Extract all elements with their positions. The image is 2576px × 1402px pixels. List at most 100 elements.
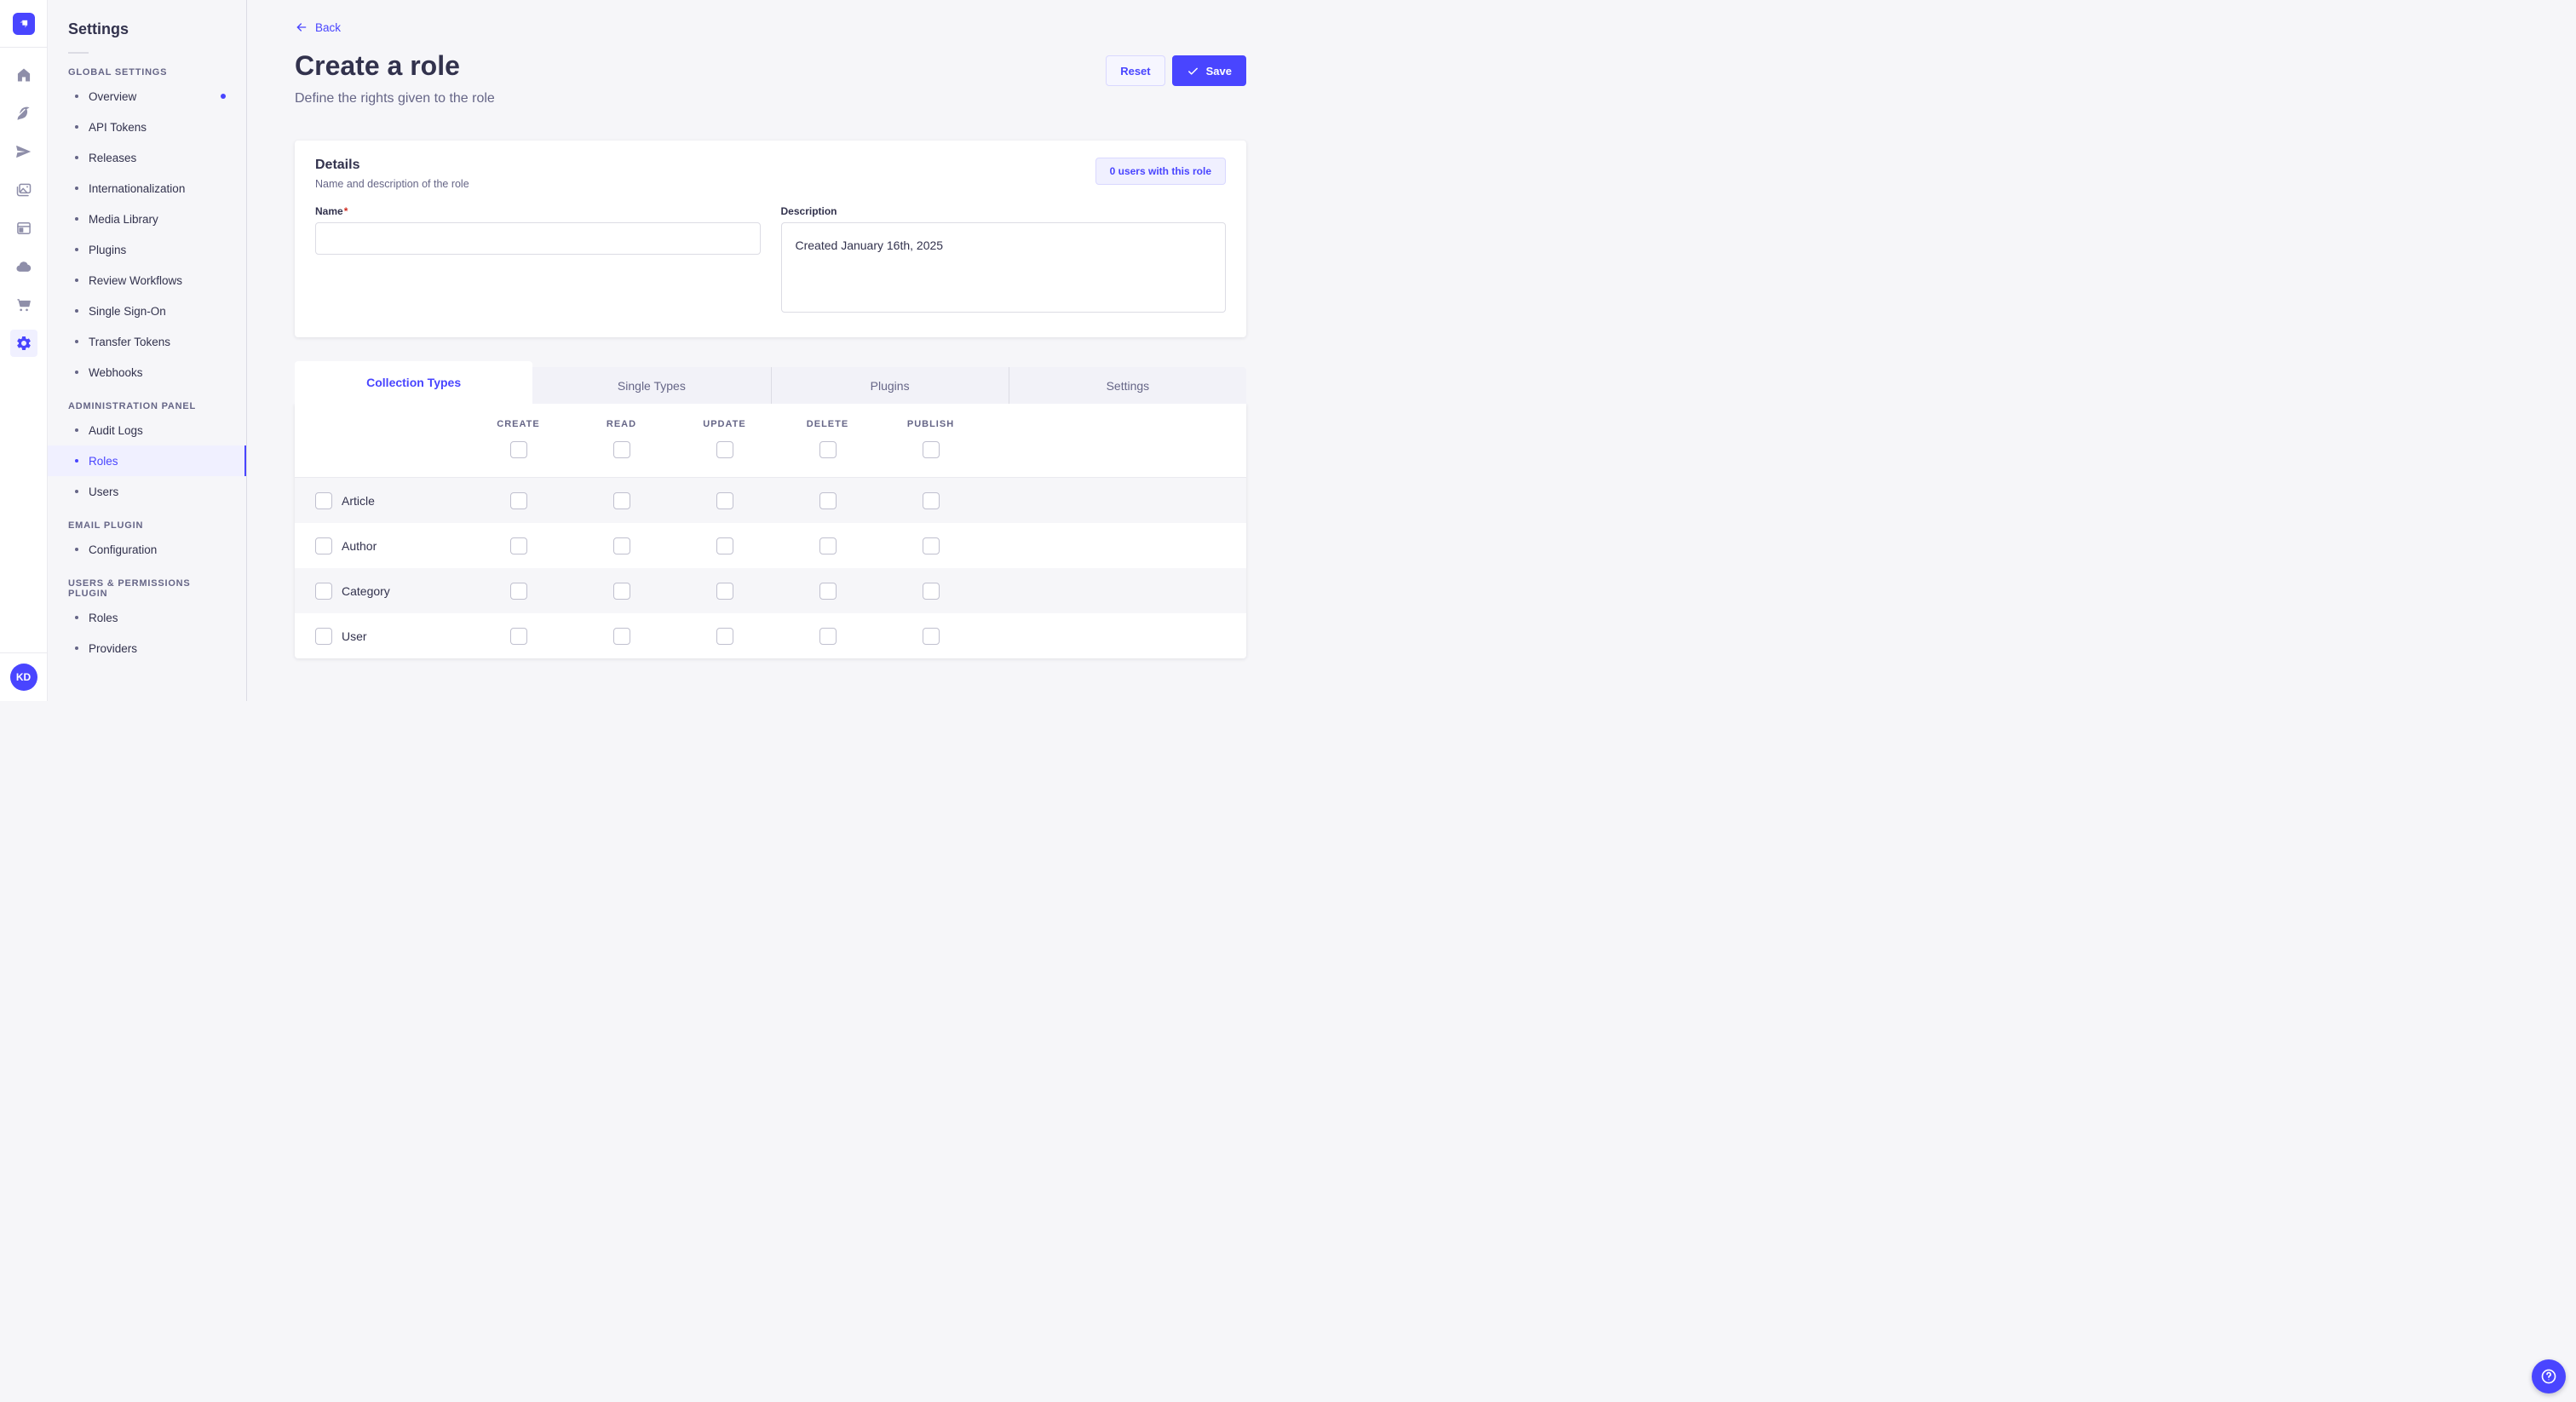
save-button[interactable]: Save bbox=[1171, 55, 1246, 86]
sidebar-item-webhooks[interactable]: Webhooks bbox=[48, 357, 246, 388]
select-all-checkbox-publish[interactable] bbox=[922, 441, 940, 458]
name-label: Name* bbox=[315, 205, 761, 217]
name-field-group: Name* bbox=[315, 205, 761, 317]
column-header-read: READ bbox=[606, 419, 637, 429]
sidebar-item-label: Transfer Tokens bbox=[89, 335, 171, 348]
checkbox-category-update[interactable] bbox=[716, 582, 733, 600]
checkbox-author-create[interactable] bbox=[509, 537, 527, 554]
sidebar-item-label: Media Library bbox=[89, 212, 158, 226]
table-row-author: Author bbox=[295, 523, 1246, 568]
checkbox-author-delete[interactable] bbox=[819, 537, 837, 554]
sidebar-section-items: Configuration bbox=[48, 534, 246, 565]
row-label-cell: User bbox=[315, 627, 467, 645]
tab-single-types[interactable]: Single Types bbox=[532, 367, 771, 404]
content-manager-icon[interactable] bbox=[15, 105, 32, 122]
checkbox-author-publish[interactable] bbox=[922, 537, 940, 554]
sidebar-item-internationalization[interactable]: Internationalization bbox=[48, 173, 246, 204]
strapi-logo[interactable] bbox=[12, 13, 35, 35]
checkbox-category-create[interactable] bbox=[509, 582, 527, 600]
column-header-publish: PUBLISH bbox=[906, 419, 955, 429]
row-label-cell: Article bbox=[315, 491, 467, 509]
bullet-icon bbox=[75, 309, 78, 313]
bullet-icon bbox=[75, 340, 78, 343]
sidebar-item-users[interactable]: Users bbox=[48, 476, 246, 507]
sidebar-item-providers[interactable]: Providers bbox=[48, 633, 246, 664]
select-all-checkbox-update[interactable] bbox=[716, 441, 733, 458]
sidebar-item-releases[interactable]: Releases bbox=[48, 142, 246, 173]
checkbox-user-update[interactable] bbox=[716, 627, 733, 645]
sidebar-section: USERS & PERMISSIONS PLUGIN Roles Provide… bbox=[48, 578, 246, 664]
checkbox-user-read[interactable] bbox=[612, 627, 630, 645]
row-checkbox-article[interactable] bbox=[315, 491, 332, 509]
bullet-icon bbox=[75, 217, 78, 221]
media-library-icon[interactable] bbox=[15, 181, 32, 198]
checkbox-user-create[interactable] bbox=[509, 627, 527, 645]
cloud-icon[interactable] bbox=[15, 258, 32, 275]
name-input[interactable] bbox=[315, 222, 761, 255]
checkbox-article-delete[interactable] bbox=[819, 491, 837, 509]
name-label-text: Name bbox=[315, 205, 343, 217]
avatar[interactable]: KD bbox=[9, 664, 37, 691]
checkbox-category-publish[interactable] bbox=[922, 582, 940, 600]
sidebar-item-label: Internationalization bbox=[89, 181, 186, 195]
sidebar-item-roles[interactable]: Roles bbox=[48, 602, 246, 633]
row-checkbox-user[interactable] bbox=[315, 627, 332, 645]
checkbox-category-read[interactable] bbox=[612, 582, 630, 600]
row-label-cell: Category bbox=[315, 582, 467, 600]
sidebar-item-label: Users bbox=[89, 485, 119, 498]
content-type-builder-icon[interactable] bbox=[15, 220, 32, 237]
bullet-icon bbox=[75, 646, 78, 650]
sidebar-item-label: Overview bbox=[89, 89, 137, 103]
sidebar-item-media-library[interactable]: Media Library bbox=[48, 204, 246, 234]
sidebar-item-label: Releases bbox=[89, 151, 137, 164]
details-fields: Name* Description Created January 16th, … bbox=[315, 205, 1226, 317]
sidebar-item-roles[interactable]: Roles bbox=[48, 445, 246, 476]
tab-plugins[interactable]: Plugins bbox=[770, 367, 1009, 404]
back-link[interactable]: Back bbox=[295, 20, 341, 34]
release-icon[interactable] bbox=[15, 143, 32, 160]
checkbox-article-read[interactable] bbox=[612, 491, 630, 509]
bullet-icon bbox=[75, 371, 78, 374]
bullet-icon bbox=[75, 616, 78, 619]
help-button[interactable] bbox=[2532, 1359, 2566, 1393]
sidebar-item-configuration[interactable]: Configuration bbox=[48, 534, 246, 565]
checkbox-article-create[interactable] bbox=[509, 491, 527, 509]
marketplace-icon[interactable] bbox=[15, 296, 32, 313]
header-actions: Reset Save bbox=[1106, 50, 1246, 86]
tab-collection-types[interactable]: Collection Types bbox=[295, 361, 533, 404]
sidebar-item-transfer-tokens[interactable]: Transfer Tokens bbox=[48, 326, 246, 357]
row-checkbox-author[interactable] bbox=[315, 537, 332, 554]
nav-rail: KD bbox=[0, 0, 48, 701]
checkbox-user-delete[interactable] bbox=[819, 627, 837, 645]
column-header-update: UPDATE bbox=[703, 419, 746, 429]
checkbox-article-update[interactable] bbox=[716, 491, 733, 509]
row-checkbox-category[interactable] bbox=[315, 582, 332, 600]
table-row-category: Category bbox=[295, 568, 1246, 613]
checkbox-author-read[interactable] bbox=[612, 537, 630, 554]
checkbox-article-publish[interactable] bbox=[922, 491, 940, 509]
checkbox-author-update[interactable] bbox=[716, 537, 733, 554]
sidebar-item-single-sign-on[interactable]: Single Sign-On bbox=[48, 296, 246, 326]
rail-bottom: KD bbox=[0, 652, 48, 701]
checkbox-user-publish[interactable] bbox=[922, 627, 940, 645]
users-with-role-button[interactable]: 0 users with this role bbox=[1095, 158, 1226, 185]
select-all-checkbox-read[interactable] bbox=[612, 441, 630, 458]
sidebar-section: EMAIL PLUGIN Configuration bbox=[48, 520, 246, 565]
description-field-group: Description Created January 16th, 2025 bbox=[780, 205, 1226, 317]
sidebar-item-api-tokens[interactable]: API Tokens bbox=[48, 112, 246, 142]
rail-divider bbox=[0, 47, 48, 48]
select-all-checkbox-create[interactable] bbox=[509, 441, 527, 458]
home-icon[interactable] bbox=[15, 66, 32, 83]
sidebar-item-overview[interactable]: Overview bbox=[48, 81, 246, 112]
sidebar-item-audit-logs[interactable]: Audit Logs bbox=[48, 415, 246, 445]
settings-icon[interactable] bbox=[9, 330, 37, 357]
sidebar-item-review-workflows[interactable]: Review Workflows bbox=[48, 265, 246, 296]
description-textarea[interactable]: Created January 16th, 2025 bbox=[780, 222, 1226, 313]
checkbox-category-delete[interactable] bbox=[819, 582, 837, 600]
reset-button[interactable]: Reset bbox=[1106, 55, 1165, 86]
tab-settings[interactable]: Settings bbox=[1008, 367, 1246, 404]
table-row-user: User bbox=[295, 613, 1246, 658]
bullet-icon bbox=[75, 95, 78, 98]
select-all-checkbox-delete[interactable] bbox=[819, 441, 837, 458]
sidebar-item-plugins[interactable]: Plugins bbox=[48, 234, 246, 265]
